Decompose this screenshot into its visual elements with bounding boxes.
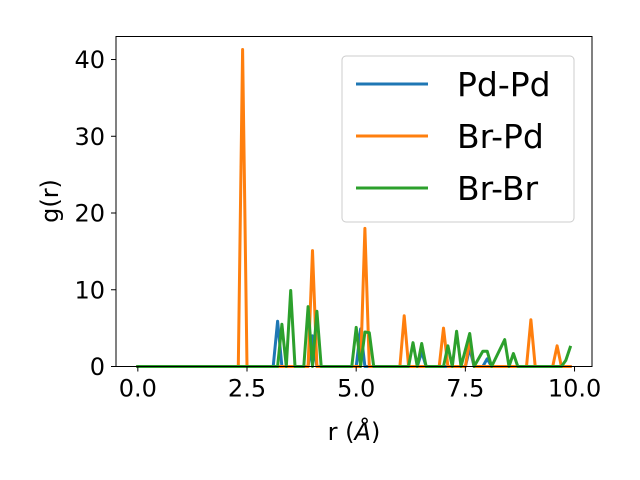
plot-frame <box>115 36 593 367</box>
y-axis-label: g(r) <box>36 179 64 223</box>
y-tick-label: 40 <box>74 46 105 74</box>
legend-frame <box>341 55 575 223</box>
x-tick-label: 2.5 <box>228 375 266 403</box>
x-tick-label: 5.0 <box>337 375 375 403</box>
y-tick-label: 30 <box>74 123 105 151</box>
legend-label-2: Br-Br <box>457 169 538 208</box>
legend-label-0: Pd-Pd <box>457 65 551 104</box>
x-tick-label: 10.0 <box>548 375 601 403</box>
x-tick-label: 7.5 <box>446 375 484 403</box>
y-tick-label: 10 <box>74 276 105 304</box>
axis-ticks: 0.0 2.5 5.0 7.5 10.0 0 10 20 30 40 <box>74 46 601 402</box>
y-tick-label: 20 <box>74 200 105 228</box>
series-line-2 <box>136 289 573 368</box>
y-tick-label: 0 <box>90 353 105 381</box>
x-axis-label: r (Å) <box>328 417 381 446</box>
legend: Pd-Pd Br-Pd Br-Br <box>341 55 575 223</box>
legend-label-1: Br-Pd <box>457 117 544 156</box>
x-tick-label: 0.0 <box>119 375 157 403</box>
